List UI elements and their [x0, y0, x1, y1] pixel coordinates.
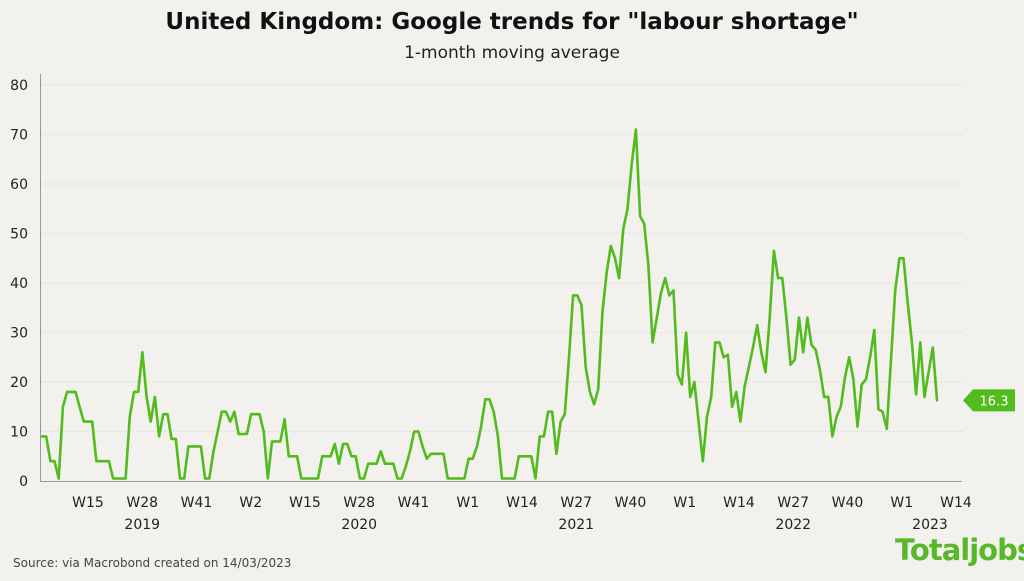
series-line	[40, 128, 939, 480]
x-tick-label: W14	[940, 495, 972, 511]
last-value-label: 16.3	[980, 394, 1009, 409]
source-note: Source: via Macrobond created on 14/03/2…	[13, 556, 292, 570]
totaljobs-logo: Totaljobs	[895, 533, 1024, 567]
x-tick-label: W28	[126, 495, 158, 511]
x-axis-tick-labels: W15 W28 W41 W2 W15 W28 W41 W1 W14 W27 W40 W1 W14 W27 W…	[72, 495, 972, 511]
year-label: 2023	[912, 517, 948, 533]
year-label: 2020	[341, 517, 377, 533]
x-tick-label: W14	[506, 495, 538, 511]
x-tick-label: W15	[72, 495, 104, 511]
y-tick-label: 10	[10, 425, 28, 441]
x-tick-label: W1	[673, 495, 696, 511]
x-tick-label: W15	[289, 495, 321, 511]
x-tick-label: W40	[615, 495, 647, 511]
series-group	[40, 128, 939, 480]
y-tick-label: 30	[10, 326, 28, 342]
y-tick-label: 40	[10, 276, 28, 292]
last-value-marker: 16.3	[963, 389, 1015, 412]
y-tick-label: 70	[10, 128, 28, 144]
year-label: 2022	[775, 517, 811, 533]
x-tick-label: W40	[832, 495, 864, 511]
y-tick-label: 20	[10, 375, 28, 391]
x-axis-year-labels: 2019 2020 2021 2022 2023	[124, 517, 947, 533]
chart-subtitle: 1-month moving average	[404, 43, 620, 63]
x-tick-label: W41	[181, 495, 213, 511]
x-tick-label: W27	[560, 495, 592, 511]
x-tick-label: W28	[343, 495, 375, 511]
y-tick-label: 50	[10, 227, 28, 243]
y-tick-label: 80	[10, 78, 28, 94]
y-tick-label: 60	[10, 177, 28, 193]
x-tick-label: W14	[723, 495, 755, 511]
year-label: 2021	[558, 517, 594, 533]
gridlines	[41, 84, 962, 432]
chart-title: United Kingdom: Google trends for "labou…	[165, 9, 859, 35]
y-axis-tick-labels: 0 10 20 30 40 50 60 70 80	[10, 78, 28, 490]
x-tick-label: W2	[239, 495, 262, 511]
x-tick-label: W1	[890, 495, 913, 511]
year-label: 2019	[124, 517, 160, 533]
last-value-badge	[963, 389, 1015, 412]
x-tick-label: W1	[456, 495, 479, 511]
x-tick-label: W41	[398, 495, 430, 511]
x-tick-label: W27	[777, 495, 809, 511]
y-tick-label: 0	[19, 474, 28, 490]
